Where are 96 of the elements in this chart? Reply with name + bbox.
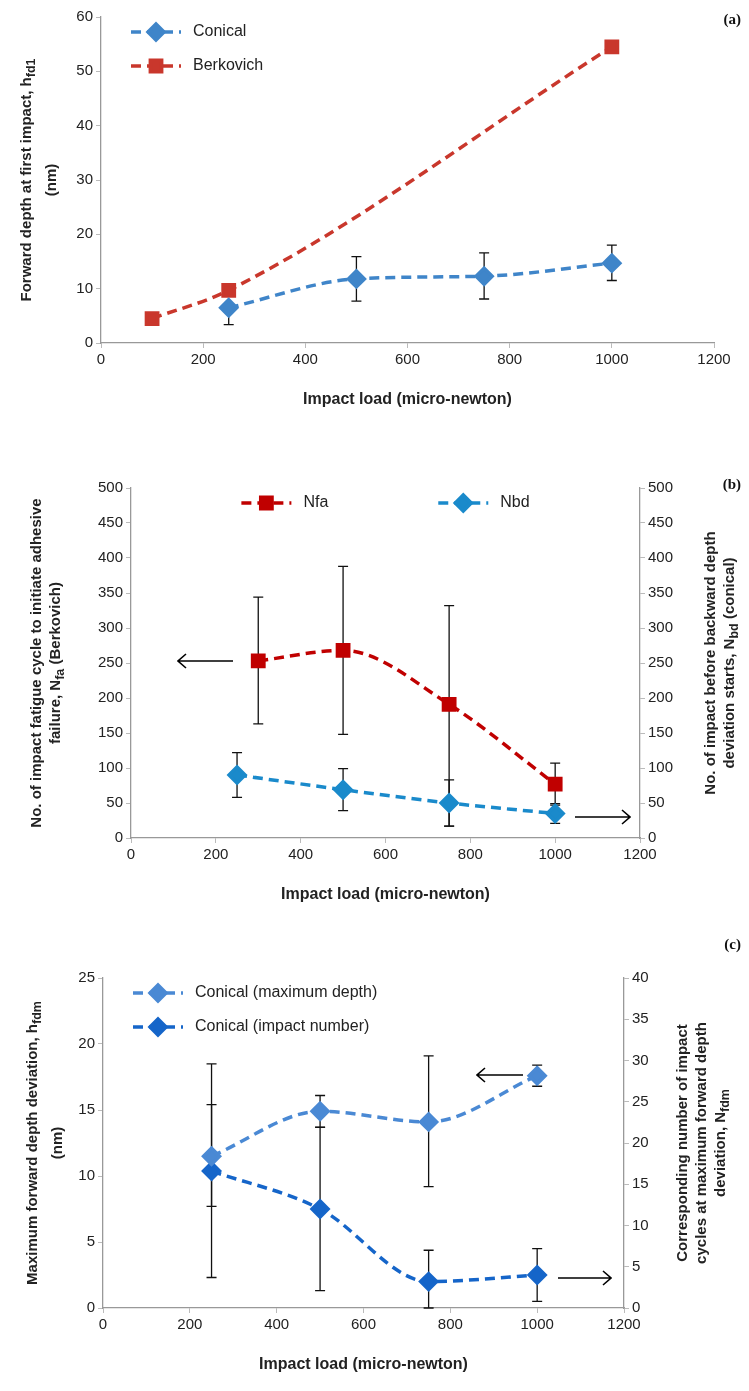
y2-tick-label: 300: [648, 618, 674, 636]
y-tick-label: 100: [97, 758, 123, 776]
y-tick-label: 500: [97, 478, 123, 496]
point: [310, 1101, 330, 1122]
y-tick-label: 60: [76, 7, 93, 25]
point: [218, 297, 239, 318]
x-tick-label: 200: [190, 350, 216, 368]
y-tick-label: 350: [97, 583, 123, 601]
x-axis-title: Impact load (micro-newton): [303, 389, 512, 408]
y-tick-label: 15: [78, 1100, 95, 1118]
y-tick-label: 10: [76, 278, 93, 296]
y-tick-label: 30: [76, 170, 93, 188]
x-tick-label: 600: [350, 1315, 377, 1333]
y2-tick-label: 450: [648, 513, 674, 531]
y-tick-label: 25: [78, 968, 95, 986]
x-tick-label: 600: [372, 845, 399, 863]
x-tick-label: 800: [497, 350, 523, 368]
point: [346, 269, 367, 289]
x-tick-label: 600: [394, 350, 421, 368]
y2-tick-label: 500: [648, 478, 674, 496]
point: [439, 793, 459, 813]
y-tick-label: 0: [114, 828, 123, 846]
y2-tick-label: 30: [632, 1050, 649, 1068]
x-tick-label: 800: [457, 845, 483, 863]
y-tick-label: 300: [97, 618, 123, 636]
y-tick-label: 40: [76, 115, 93, 133]
x-tick-label: 400: [264, 1315, 290, 1333]
y-tick-label: 250: [97, 653, 123, 671]
y-tick-label: 20: [76, 224, 93, 242]
x-axis-title: Impact load (micro-newton): [281, 884, 490, 903]
point: [527, 1265, 547, 1285]
point: [441, 696, 457, 712]
text: (c): [724, 935, 741, 953]
point: [250, 653, 266, 669]
point: [602, 253, 622, 273]
x-tick-label: 1200: [623, 845, 657, 863]
point: [201, 1161, 222, 1181]
text: (a): [723, 10, 741, 28]
x-tick-label: 400: [292, 350, 318, 368]
point: [310, 1199, 330, 1219]
point: [474, 266, 494, 286]
y2-tick-label: 15: [632, 1174, 649, 1192]
legend-label: Conical (impact number): [195, 1017, 370, 1035]
y2-tick-label: 250: [648, 653, 674, 671]
y2-tick-label: 0: [632, 1298, 641, 1316]
y-tick-label: 50: [106, 793, 123, 811]
y2-tick-label: 0: [648, 828, 657, 846]
y2-tick-label: 10: [632, 1215, 649, 1233]
y2-tick-label: 150: [648, 723, 674, 741]
point: [335, 642, 351, 658]
x-tick-label: 200: [177, 1315, 203, 1333]
text: (b): [722, 475, 741, 493]
y2-tick-label: 5: [632, 1256, 641, 1274]
x-axis-title: Impact load (micro-newton): [259, 1354, 468, 1373]
point: [333, 779, 353, 800]
point: [227, 765, 247, 785]
legend-label: Conical (maximum depth): [195, 983, 378, 1001]
y-tick-label: 0: [86, 1298, 95, 1316]
point: [201, 1146, 222, 1166]
point: [221, 282, 237, 298]
legend-label: Nfa: [303, 493, 329, 511]
y-tick-label: 10: [78, 1166, 95, 1184]
point: [547, 776, 563, 792]
y2-tick-label: 20: [632, 1133, 649, 1151]
y2-tick-label: 40: [632, 968, 649, 986]
legend-label: Nbd: [500, 493, 530, 511]
y2-tick-label: 25: [632, 1091, 649, 1109]
x-tick-label: 1000: [538, 845, 572, 863]
point: [604, 39, 620, 55]
point: [418, 1112, 439, 1132]
y-tick-label: 20: [78, 1034, 95, 1052]
y-tick-label: 450: [97, 513, 123, 531]
x-tick-label: 800: [437, 1315, 463, 1333]
y2-tick-label: 200: [648, 688, 674, 706]
y2-tick-label: 35: [632, 1009, 649, 1027]
x-tick-label: 1200: [607, 1315, 641, 1333]
x-tick-label: 1200: [697, 350, 731, 368]
x-tick-label: 0: [126, 845, 136, 863]
y-tick-label: 400: [97, 548, 123, 566]
point: [418, 1271, 439, 1292]
y-tick-label: 5: [86, 1232, 95, 1250]
legend-label: Berkovich: [193, 56, 264, 74]
x-tick-label: 1000: [520, 1315, 554, 1333]
x-tick-label: 400: [288, 845, 314, 863]
y2-tick-label: 400: [648, 548, 674, 566]
y2-tick-label: 350: [648, 583, 674, 601]
x-tick-label: 1000: [595, 350, 629, 368]
legend-label: Conical: [193, 22, 247, 40]
y-tick-label: 0: [84, 333, 93, 351]
y-tick-label: 50: [76, 61, 93, 79]
y2-tick-label: 50: [648, 793, 665, 811]
y-tick-label: 200: [97, 688, 123, 706]
y2-tick-label: 100: [648, 758, 674, 776]
point: [144, 311, 160, 326]
y-tick-label: 150: [97, 723, 123, 741]
x-tick-label: 200: [203, 845, 229, 863]
